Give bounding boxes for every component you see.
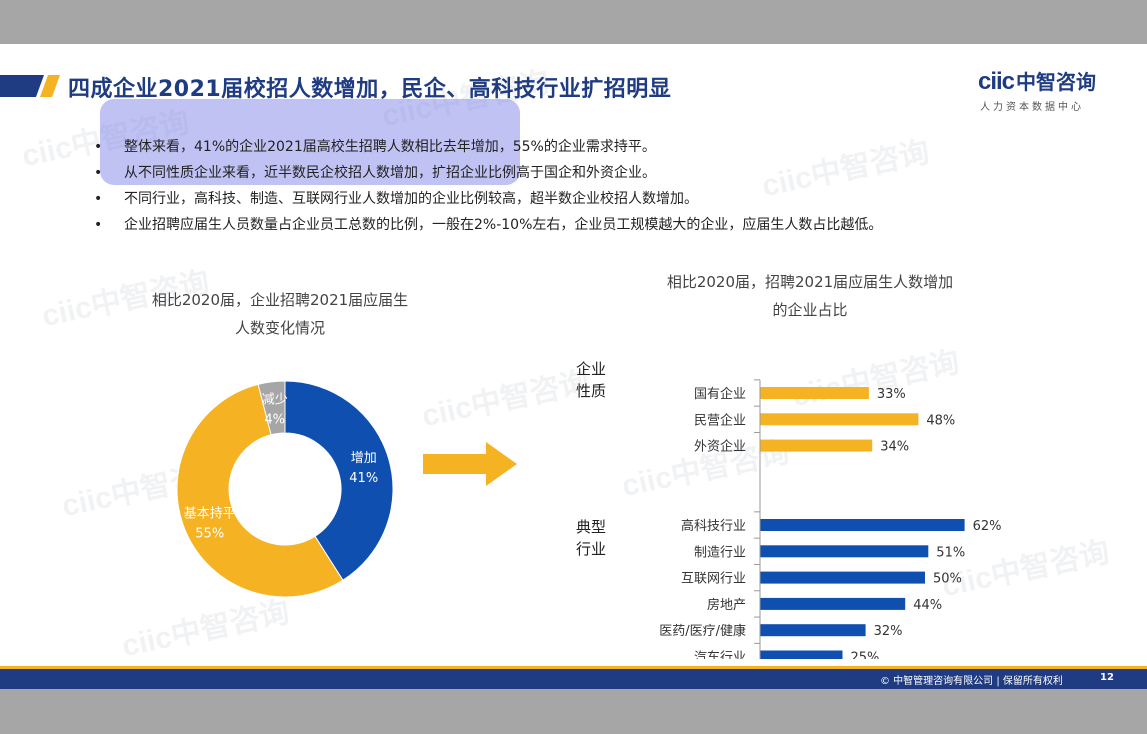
bar	[760, 413, 919, 426]
bullet-item: 整体来看，41%的企业2021届高校生招聘人数相比去年增加，55%的企业需求持平…	[94, 134, 1072, 160]
donut-slice-value: 41%	[349, 471, 378, 486]
bullet-item: 企业招聘应届生人员数量占企业员工总数的比例，一般在2%-10%左右，企业员工规模…	[94, 212, 1072, 238]
bar-title-line: 的企业占比	[772, 301, 848, 319]
footer-copyright: © 中智管理咨询有限公司 | 保留所有权利	[880, 676, 1063, 687]
donut-slice-label: 减少	[262, 393, 288, 408]
bar-value-label: 50%	[933, 572, 962, 587]
bar-value-label: 32%	[874, 624, 903, 639]
summary-bullets: 整体来看，41%的企业2021届高校生招聘人数相比去年增加，55%的企业需求持平…	[94, 134, 1072, 238]
donut-slice	[176, 383, 344, 598]
group-label-ownership: 企业 性质	[576, 360, 607, 400]
donut-title-line: 相比2020届，企业招聘2021届应届生	[151, 291, 409, 309]
donut-slice-label: 基本持平	[184, 507, 236, 522]
bar-value-label: 62%	[973, 519, 1002, 534]
bar-title-line: 相比2020届，招聘2021届应届生人数增加	[666, 273, 954, 291]
donut-chart-title: 相比2020届，企业招聘2021届应届生 人数变化情况	[130, 286, 430, 342]
bar-category-label: 制造行业	[694, 545, 746, 560]
bar	[760, 387, 869, 399]
bar	[760, 597, 906, 610]
bar-value-label: 51%	[936, 545, 965, 560]
bar-value-label: 25%	[851, 651, 880, 660]
donut-slice	[284, 380, 394, 581]
donut-title-line: 人数变化情况	[234, 319, 325, 337]
group-label-industry: 典型 行业	[576, 518, 607, 558]
bar	[760, 545, 929, 558]
bar-value-label: 33%	[877, 387, 906, 402]
bar-category-label: 房地产	[707, 597, 746, 613]
bullet-item: 从不同性质企业来看，近半数民企校招人数增加，扩招企业比例高于国企和外资企业。	[94, 160, 1072, 186]
bar-value-label: 48%	[926, 413, 955, 428]
arrow-right-icon	[423, 442, 517, 486]
bar-category-label: 高科技行业	[681, 518, 746, 534]
bar-category-label: 互联网行业	[681, 572, 746, 587]
donut-slice-label: 增加	[351, 451, 377, 466]
page-title: 四成企业2021届校招人数增加，民企、高科技行业扩招明显	[68, 77, 672, 102]
title-accent-icon	[0, 75, 60, 97]
bar-category-label: 外资企业	[694, 439, 746, 455]
bar-category-label: 国有企业	[694, 386, 746, 402]
bullet-item: 不同行业，高科技、制造、互联网行业人数增加的企业比例较高，超半数企业校招人数增加…	[94, 186, 1072, 212]
bar-chart-title: 相比2020届，招聘2021届应届生人数增加 的企业占比	[620, 268, 1000, 324]
page-number: 12	[1100, 672, 1114, 683]
logo-subtitle: 人力资本数据中心	[980, 102, 1084, 113]
bar-value-label: 44%	[913, 598, 942, 613]
donut-slice-value: 55%	[195, 527, 224, 542]
donut-slice-value: 4%	[264, 413, 285, 428]
bar-category-label: 汽车行业	[694, 650, 746, 660]
logo-brand: ciic	[978, 68, 1015, 95]
company-logo: ciic 中智咨询 人力资本数据中心	[978, 66, 1108, 116]
bar	[760, 624, 866, 637]
bar	[760, 519, 965, 531]
bar	[760, 650, 843, 659]
bar	[760, 439, 873, 452]
bar-value-label: 34%	[880, 440, 909, 455]
donut-slice	[257, 380, 286, 436]
bar	[760, 571, 925, 584]
footer: © 中智管理咨询有限公司 | 保留所有权利 12	[0, 666, 1147, 689]
logo-cn: 中智咨询	[1016, 70, 1097, 94]
donut-chart: 增加 41% 基本持平 55% 减少 4%	[176, 380, 394, 598]
bar-category-label: 医药/医疗/健康	[659, 623, 746, 639]
slide: ciic中智咨询 ciic中智咨询 ciic中智咨询 ciic中智咨询 ciic…	[0, 44, 1147, 689]
bar-category-label: 民营企业	[694, 412, 746, 428]
bar-chart: 国有企业 33% 民营企业 48% 外资企业 34% 高科技行业 62% 制造行业 51% 互联网行…	[659, 379, 1002, 660]
